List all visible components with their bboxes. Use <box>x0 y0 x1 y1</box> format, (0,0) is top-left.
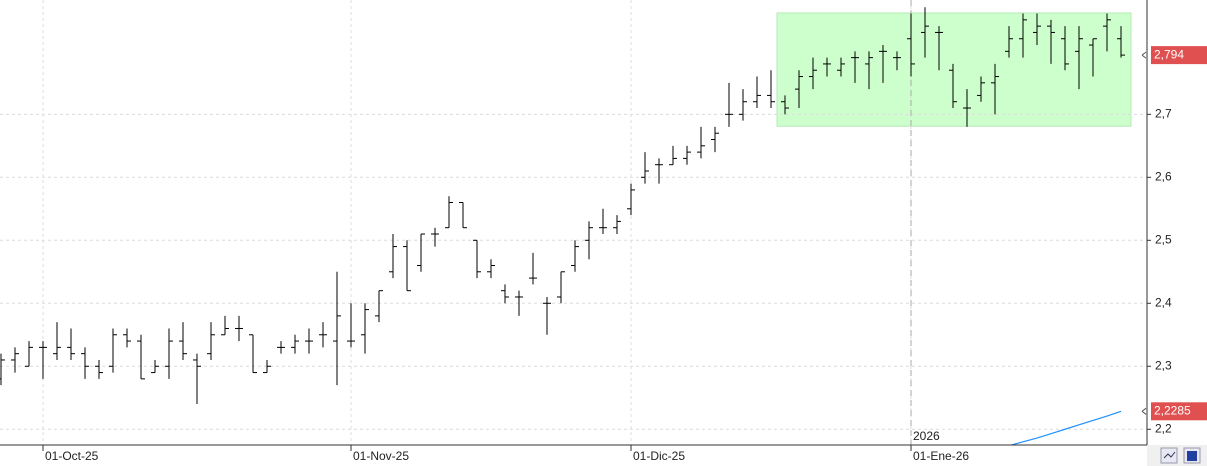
y-tick-label: 2,3 <box>1155 358 1172 372</box>
y-tick-label: 2,5 <box>1155 232 1172 246</box>
last-value-box <box>1151 402 1207 421</box>
last-value-label: 2,2285 <box>1154 403 1191 417</box>
save-icon <box>1187 451 1197 461</box>
x-tick-label: 01-Dic-25 <box>633 449 685 463</box>
last-value-box <box>1151 46 1207 65</box>
year-label: 2026 <box>913 429 940 443</box>
y-tick-label: 2,2 <box>1155 421 1172 435</box>
indicator-line <box>1009 410 1122 445</box>
y-tick-label: 2,4 <box>1155 295 1172 309</box>
x-tick-label: 01-Oct-25 <box>45 449 99 463</box>
last-value-arrow <box>1141 407 1147 415</box>
zoom-icon <box>1163 451 1176 459</box>
x-tick-label: 01-Ene-26 <box>913 449 969 463</box>
y-tick-label: 2,6 <box>1155 169 1172 183</box>
highlight-zone <box>776 12 1132 127</box>
x-tick-label: 01-Nov-25 <box>353 449 409 463</box>
y-tick-label: 2,7 <box>1155 106 1172 120</box>
plot-area <box>0 0 1147 445</box>
last-value-label: 2,794 <box>1154 47 1184 61</box>
last-value-arrow <box>1141 51 1147 59</box>
